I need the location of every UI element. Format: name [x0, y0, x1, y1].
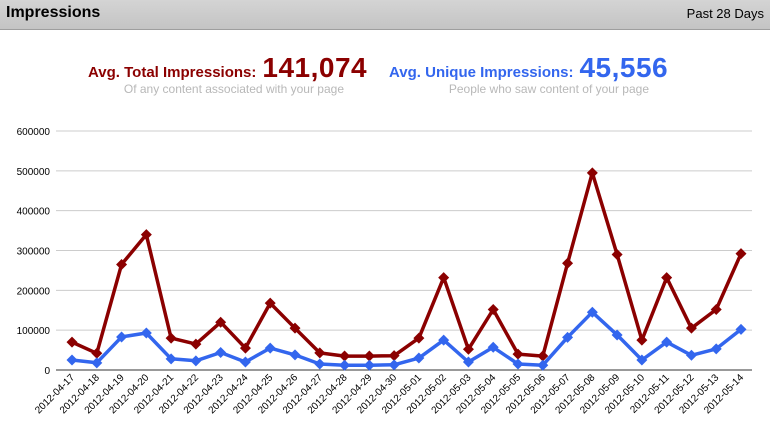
unique-impressions-point: [66, 354, 78, 366]
avg-unique-impressions-caption: People who saw content of your page: [448, 82, 649, 96]
total-impressions-point: [165, 332, 177, 344]
unique-impressions-point: [91, 357, 103, 369]
period-label: Past 28 Days: [686, 6, 764, 21]
avg-total-impressions-label: Avg. Total Impressions:: [88, 64, 257, 81]
total-impressions-point: [462, 343, 474, 355]
y-tick-label: 100000: [17, 326, 51, 337]
total-impressions-point: [487, 303, 499, 315]
total-impressions-line: [71, 171, 743, 358]
unique-impressions-point: [314, 358, 326, 370]
total-impressions-point: [190, 338, 202, 350]
total-impressions-point: [388, 350, 400, 362]
y-tick-label: 300000: [17, 247, 51, 258]
unique-impressions-point: [611, 329, 623, 341]
y-tick-label: 600000: [17, 127, 51, 138]
total-impressions-point: [562, 257, 574, 269]
avg-unique-impressions-stat: Avg. Unique Impressions: 45,556 People wh…: [389, 52, 668, 96]
total-impressions-point: [339, 350, 351, 362]
unique-impressions-point: [413, 352, 425, 364]
total-impressions-point: [735, 248, 747, 260]
header-bar: Impressions Past 28 Days: [0, 0, 770, 30]
unique-impressions-point: [388, 359, 400, 371]
total-impressions-point: [661, 272, 673, 284]
total-impressions-point: [239, 342, 251, 354]
total-impressions-point: [140, 229, 152, 241]
total-impressions-point: [636, 334, 648, 346]
total-impressions-point: [611, 248, 623, 260]
avg-total-impressions-stat: Avg. Total Impressions: 141,074 Of any co…: [88, 52, 367, 96]
total-impressions-point: [512, 348, 524, 360]
total-impressions-point: [438, 272, 450, 284]
unique-impressions-point: [190, 355, 202, 367]
unique-impressions-point: [339, 359, 351, 371]
unique-impressions-point: [537, 359, 549, 371]
unique-impressions-point: [735, 323, 747, 335]
total-impressions-point: [710, 303, 722, 315]
total-impressions-point: [586, 167, 598, 179]
avg-total-impressions-value: 141,074: [262, 52, 368, 83]
unique-impressions-point: [215, 346, 227, 358]
total-impressions-point: [314, 347, 326, 359]
avg-unique-impressions-label: Avg. Unique Impressions:: [389, 64, 574, 81]
y-tick-label: 500000: [17, 167, 51, 178]
unique-impressions-point: [239, 356, 251, 368]
unique-impressions-point: [289, 349, 301, 361]
unique-impressions-point: [685, 349, 697, 361]
unique-impressions-point: [438, 334, 450, 346]
total-impressions-point: [363, 350, 375, 362]
avg-unique-impressions-value: 45,556: [579, 52, 669, 83]
unique-impressions-point: [512, 358, 524, 370]
unique-impressions-line: [71, 310, 743, 367]
unique-impressions-point: [636, 354, 648, 366]
unique-impressions-point: [363, 359, 375, 371]
total-impressions-point: [264, 297, 276, 309]
unique-impressions-point: [661, 336, 673, 348]
total-impressions-point: [413, 332, 425, 344]
y-tick-label: 400000: [17, 207, 51, 218]
avg-total-impressions-caption: Of any content associated with your page: [123, 82, 344, 96]
total-impressions-point: [215, 316, 227, 328]
y-tick-label: 0: [44, 366, 50, 377]
unique-impressions-point: [562, 331, 574, 343]
unique-impressions-point: [165, 353, 177, 365]
unique-impressions-point: [264, 342, 276, 354]
total-impressions-point: [685, 322, 697, 334]
total-impressions-point: [91, 347, 103, 359]
page-title: Impressions: [6, 4, 101, 21]
unique-impressions-point: [710, 343, 722, 355]
unique-impressions-point: [462, 356, 474, 368]
total-impressions-point: [66, 336, 78, 348]
total-impressions-point: [289, 322, 301, 334]
unique-impressions-point: [487, 341, 499, 353]
total-impressions-point: [537, 350, 549, 362]
unique-impressions-point: [140, 327, 152, 339]
total-impressions-point: [116, 258, 128, 270]
unique-impressions-point: [116, 331, 128, 343]
y-tick-label: 200000: [17, 286, 51, 297]
unique-impressions-point: [586, 306, 598, 318]
